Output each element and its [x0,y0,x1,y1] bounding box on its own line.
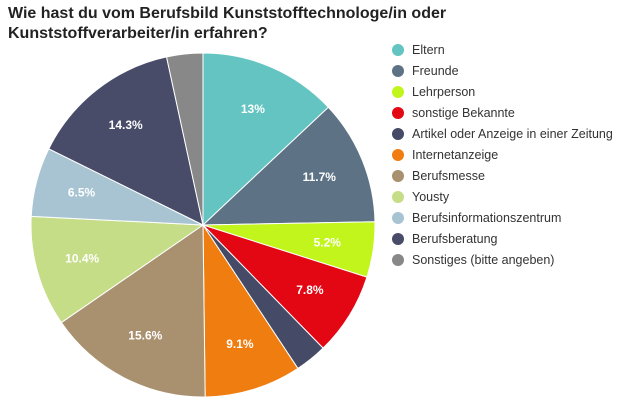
legend-swatch [392,65,404,77]
pie-slice[interactable] [60,224,206,398]
legend-label: Sonstiges (bitte angeben) [412,253,555,267]
legend-item[interactable]: Berufsinformationszentrum [392,210,614,227]
legend-swatch [392,254,404,266]
legend-item[interactable]: Sonstiges (bitte angeben) [392,252,614,269]
slice-value-label: 6.5% [68,186,96,200]
legend-swatch [392,86,404,98]
slice-value-label: 13% [241,102,265,116]
legend-item[interactable]: Lehrperson [392,84,614,101]
legend-item[interactable]: sonstige Bekannte [392,105,614,122]
legend-swatch [392,44,404,56]
chart-title: Wie hast du vom Berufsbild Kunststofftec… [8,5,447,42]
legend-item[interactable]: Artikel oder Anzeige in einer Zeitung [392,126,614,143]
legend-item[interactable]: Freunde [392,63,614,80]
slice-value-label: 10.4% [65,251,99,265]
legend-item[interactable]: Eltern [392,42,614,59]
legend-swatch [392,149,404,161]
legend-swatch [392,233,404,245]
slice-value-label: 15.6% [128,329,162,343]
legend-swatch [392,212,404,224]
legend-item[interactable]: Internetanzeige [392,147,614,164]
slice-value-label: 14.3% [109,118,143,132]
legend-swatch [392,128,404,140]
pie-slices [30,52,376,398]
legend-label: Artikel oder Anzeige in einer Zeitung [412,127,613,141]
legend-label: Internetanzeige [412,148,499,162]
chart-legend: Eltern Freunde Lehrperson sonstige Bekannte… [392,42,614,273]
pie-slice[interactable] [165,52,204,226]
legend-label: Berufsberatung [412,232,498,246]
slice-value-label: 7.8% [296,283,324,297]
legend-label: Freunde [412,64,459,78]
legend-item[interactable]: Berufsberatung [392,231,614,248]
legend-swatch [392,170,404,182]
pie-slice[interactable] [201,106,376,226]
legend-label: Lehrperson [412,85,476,99]
legend-swatch [392,107,404,119]
legend-item[interactable]: Yousty [392,189,614,206]
legend-label: Yousty [412,190,450,204]
pie-slice[interactable] [48,56,204,226]
pie-slice[interactable] [202,52,330,227]
legend-swatch [392,191,404,203]
legend-item[interactable]: Berufsmesse [392,168,614,185]
legend-label: Eltern [412,43,445,57]
pie-slice[interactable] [30,215,205,324]
legend-label: Berufsinformationszentrum [412,211,562,225]
slice-value-label: 5.2% [314,235,342,249]
pie-labels: 13% 11.7% 5.2% 7.8% 9.1% 15.6% 10.4% 6.5% 14.3% [65,102,341,351]
legend-label: Berufsmesse [412,169,485,183]
slice-value-label: 9.1% [226,337,254,351]
slice-value-label: 11.7% [303,170,337,184]
pie-slice[interactable] [202,223,299,398]
legend-label: sonstige Bekannte [412,106,515,120]
